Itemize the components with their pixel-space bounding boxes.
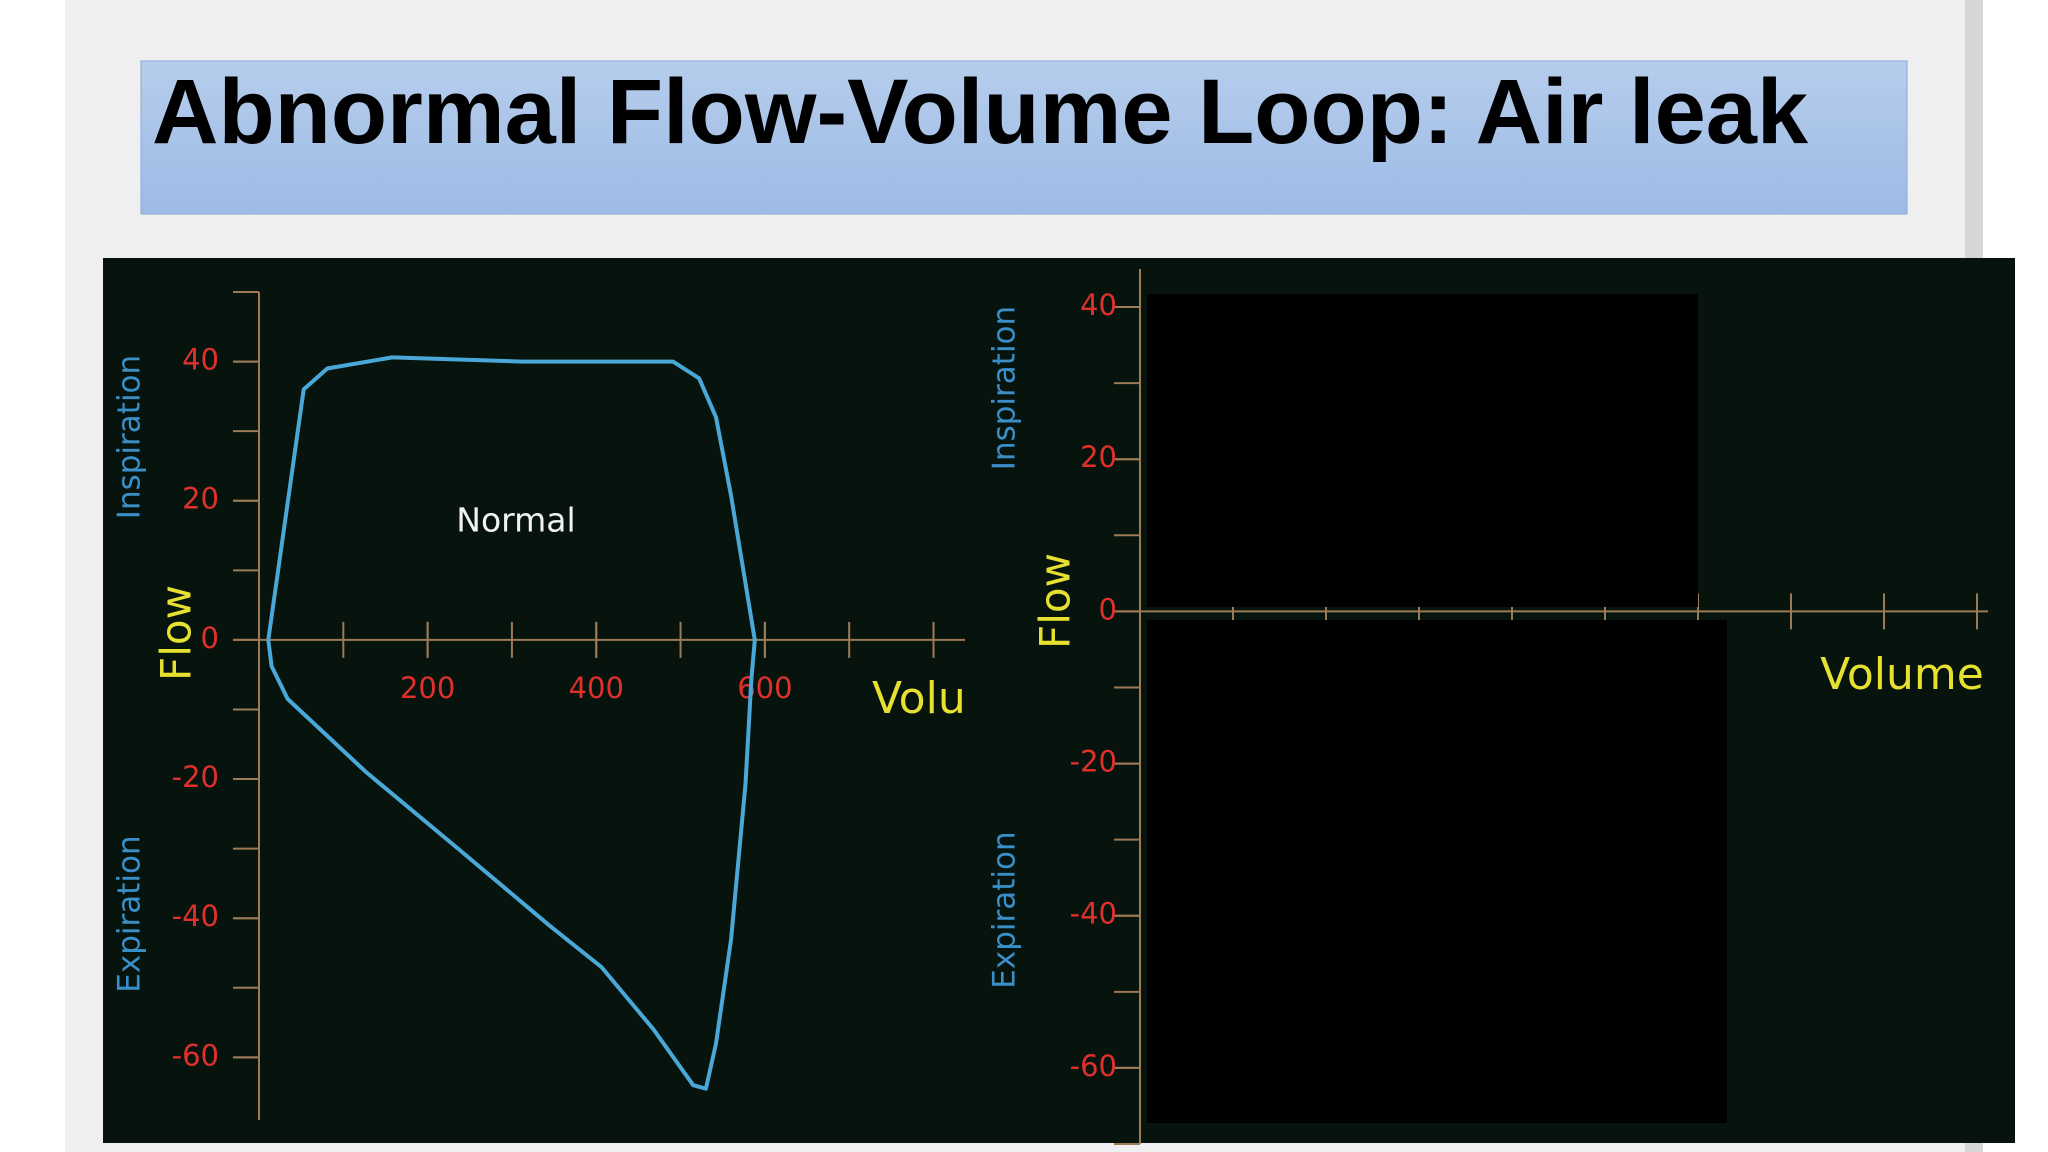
- y-tick-label: -40: [172, 899, 219, 933]
- annotation: Normal: [456, 501, 575, 540]
- y-tick-label: 20: [1080, 440, 1117, 474]
- x-axis-label: Volume: [1820, 649, 1984, 700]
- cover: [1147, 620, 1727, 1123]
- y-tick-label: -40: [1070, 897, 1117, 931]
- y-tick-label: -20: [1070, 745, 1117, 779]
- annotation: Inspiration: [987, 306, 1023, 470]
- annotation: Expiration: [112, 835, 148, 992]
- y-tick-label: 0: [201, 621, 219, 655]
- x-tick-label: 400: [569, 671, 624, 705]
- annotation: Expiration: [987, 831, 1023, 988]
- annotation: Inspiration: [112, 355, 148, 519]
- x-tick-label: 600: [737, 671, 792, 705]
- y-tick-label: 40: [1080, 288, 1117, 322]
- y-tick-label: -60: [1070, 1049, 1117, 1083]
- y-tick-label: 0: [1099, 592, 1117, 626]
- y-axis-label: Flow: [1031, 553, 1080, 649]
- x-tick-label: 200: [400, 671, 455, 705]
- y-tick-label: 40: [182, 343, 219, 377]
- y-axis-label: Flow: [152, 585, 201, 681]
- x-axis-label: Volu: [872, 673, 966, 724]
- y-tick-label: -60: [172, 1038, 219, 1072]
- flow-volume-loop: [266, 355, 757, 1091]
- y-tick-label: 20: [182, 482, 219, 516]
- y-tick-label: -20: [172, 760, 219, 794]
- cover: [1147, 294, 1698, 607]
- chart-panel: [103, 258, 2015, 1143]
- slide-title: Abnormal Flow-Volume Loop: Air leak: [152, 61, 1809, 163]
- title-box: [140, 60, 1908, 215]
